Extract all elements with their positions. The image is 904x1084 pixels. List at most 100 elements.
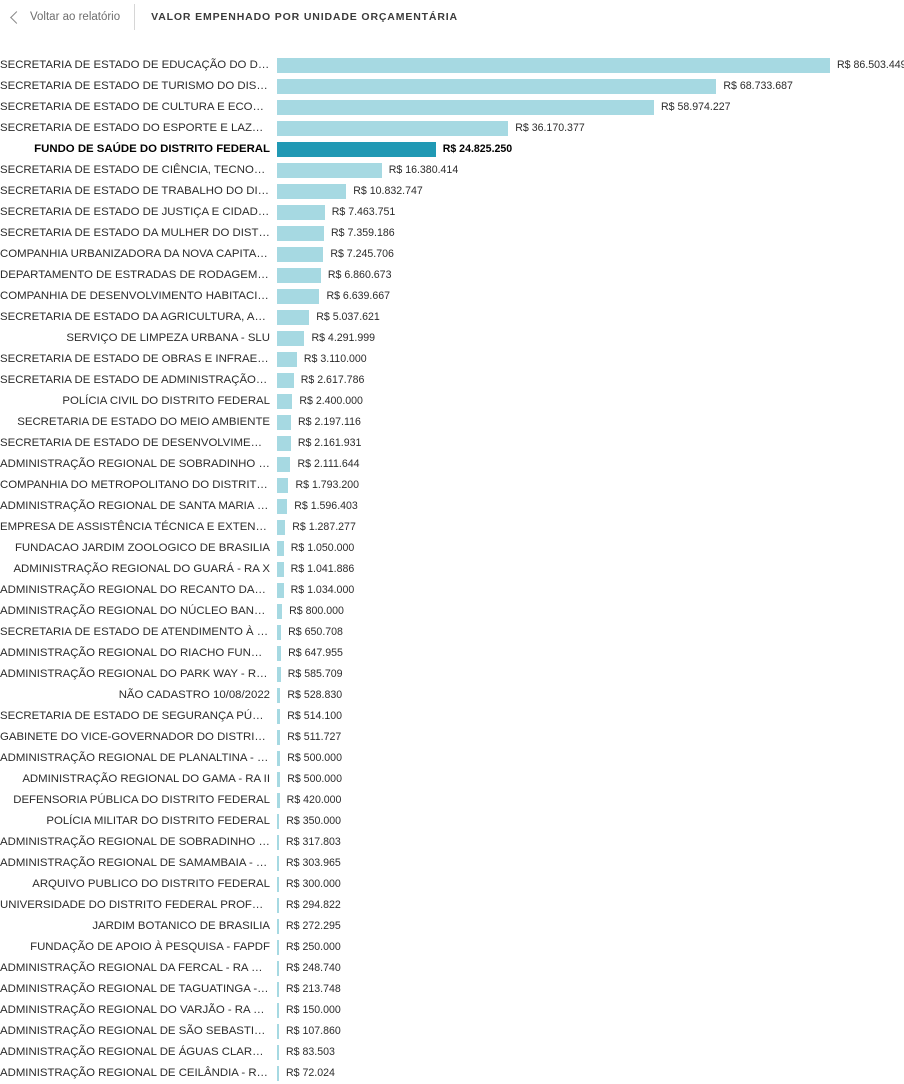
bar[interactable] [277,226,325,241]
bar[interactable] [277,1024,279,1039]
bar-row[interactable]: DEFENSORIA PÚBLICA DO DISTRITO FEDERAL R$… [0,790,904,811]
bar[interactable] [277,499,288,514]
bar[interactable] [277,751,281,766]
bar[interactable] [277,604,283,619]
bar[interactable] [277,856,279,871]
bar-row[interactable]: SECRETARIA DE ESTADO DE TURISMO DO DISTR… [0,76,904,97]
bar-row[interactable]: EMPRESA DE ASSISTÊNCIA TÉCNICA E EXTENSÃ… [0,517,904,538]
bar[interactable] [277,1045,279,1060]
bar-row[interactable]: SECRETARIA DE ESTADO DE ADMINISTRAÇÃO PE… [0,370,904,391]
bar-row[interactable]: ADMINISTRAÇÃO REGIONAL DE SOBRADINHO - R… [0,454,904,475]
bar[interactable] [277,268,321,283]
bar-row[interactable]: SECRETARIA DE ESTADO DE OBRAS E INFRAEST… [0,349,904,370]
bar[interactable] [277,919,279,934]
bar-row[interactable]: SECRETARIA DE ESTADO DO ESPORTE E LAZER … [0,118,904,139]
bar-row[interactable]: SECRETARIA DE ESTADO DE TRABALHO DO DIST… [0,181,904,202]
bar-row[interactable]: ADMINISTRAÇÃO REGIONAL DO GUARÁ - RA X R$… [0,559,904,580]
bar-row[interactable]: JARDIM BOTANICO DE BRASILIA R$ 272.295 [0,916,904,937]
bar[interactable] [277,373,294,388]
bar-row[interactable]: ADMINISTRAÇÃO REGIONAL DA FERCAL - RA XX… [0,958,904,979]
bar[interactable] [277,184,347,199]
bar[interactable] [277,835,280,850]
bar-row[interactable]: COMPANHIA DO METROPOLITANO DO DISTRITO F… [0,475,904,496]
bar-row[interactable]: ADMINISTRAÇÃO REGIONAL DO RIACHO FUNDO I… [0,643,904,664]
bar[interactable] [277,688,281,703]
bar[interactable] [277,562,284,577]
bar-row[interactable]: ADMINISTRAÇÃO REGIONAL DO NÚCLEO BANDEI R… [0,601,904,622]
bar-row[interactable]: SECRETARIA DE ESTADO DE EDUCAÇÃO DO DIST… [0,55,904,76]
bar-row[interactable]: SECRETARIA DE ESTADO DO MEIO AMBIENTE R$ … [0,412,904,433]
bar-row[interactable]: COMPANHIA URBANIZADORA DA NOVA CAPITAL D… [0,244,904,265]
bar[interactable] [277,79,717,94]
bar[interactable] [277,58,830,73]
bar[interactable] [277,541,284,556]
bar[interactable] [277,247,324,262]
bar[interactable] [277,667,281,682]
bar-row[interactable]: DEPARTAMENTO DE ESTRADAS DE RODAGEM - DE… [0,265,904,286]
bar[interactable] [277,1003,279,1018]
bar[interactable] [277,478,289,493]
bar[interactable] [277,520,286,535]
bar[interactable] [277,289,320,304]
bar-row[interactable]: SECRETARIA DE ESTADO DE SEGURANÇA PÚBLIC… [0,706,904,727]
bar[interactable] [277,877,279,892]
bar[interactable] [277,394,293,409]
bar[interactable] [277,436,291,451]
bar[interactable] [277,814,280,829]
bar[interactable] [277,772,281,787]
bar[interactable] [277,898,279,913]
bar-row[interactable]: ADMINISTRAÇÃO REGIONAL DE TAGUATINGA - R… [0,979,904,1000]
bar-row[interactable]: ADMINISTRAÇÃO REGIONAL DO RECANTO DAS EM… [0,580,904,601]
bar[interactable] [277,1066,279,1081]
bar-row[interactable]: ADMINISTRAÇÃO REGIONAL DE SOBRADINHO II … [0,832,904,853]
bar-row[interactable]: FUNDAÇÃO DE APOIO À PESQUISA - FAPDF R$ 2… [0,937,904,958]
bar[interactable] [277,961,279,976]
bar-row[interactable]: ADMINISTRAÇÃO REGIONAL DE PLANALTINA - R… [0,748,904,769]
bar-row[interactable]: ADMINISTRAÇÃO REGIONAL DE ÁGUAS CLARAS -… [0,1042,904,1063]
bar-row[interactable]: UNIVERSIDADE DO DISTRITO FEDERAL PROFESS… [0,895,904,916]
bar-row[interactable]: FUNDO DE SAÚDE DO DISTRITO FEDERAL R$ 24.… [0,139,904,160]
bar-row[interactable]: FUNDACAO JARDIM ZOOLOGICO DE BRASILIA R$ … [0,538,904,559]
bar-row[interactable]: ADMINISTRAÇÃO REGIONAL DO GAMA - RA II R$… [0,769,904,790]
bar[interactable] [277,625,282,640]
bar-row[interactable]: POLÍCIA CIVIL DO DISTRITO FEDERAL R$ 2.40… [0,391,904,412]
back-to-report-button[interactable]: Voltar ao relatório [10,0,134,34]
bar-row[interactable]: COMPANHIA DE DESENVOLVIMENTO HABITACIONA… [0,286,904,307]
bar-row[interactable]: SECRETARIA DE ESTADO DA AGRICULTURA, ABA… [0,307,904,328]
bar[interactable] [277,646,282,661]
bar-row[interactable]: NÃO CADASTRO 10/08/2022 R$ 528.830 [0,685,904,706]
bar-row[interactable]: ADMINISTRAÇÃO REGIONAL DO VARJÃO - RA XX… [0,1000,904,1021]
bar[interactable] [277,310,310,325]
bar[interactable] [277,163,382,178]
bar-row[interactable]: SECRETARIA DE ESTADO DE ATENDIMENTO À CO… [0,622,904,643]
bar-row[interactable]: SECRETARIA DE ESTADO DE CULTURA E ECONOM… [0,97,904,118]
bar[interactable] [277,100,654,115]
bar[interactable] [277,730,281,745]
bar-row[interactable]: SECRETARIA DE ESTADO DE JUSTIÇA E CIDADA… [0,202,904,223]
bar-row[interactable]: SERVIÇO DE LIMPEZA URBANA - SLU R$ 4.291.… [0,328,904,349]
bar[interactable] [277,205,325,220]
bar[interactable] [277,331,305,346]
bar[interactable] [277,415,292,430]
bar[interactable] [277,121,509,136]
bar[interactable] [277,457,291,472]
bar[interactable] [277,793,280,808]
bar-row[interactable]: ADMINISTRAÇÃO REGIONAL DE SANTA MARIA - … [0,496,904,517]
bar[interactable] [277,982,279,997]
bar-row[interactable]: POLÍCIA MILITAR DO DISTRITO FEDERAL R$ 35… [0,811,904,832]
bar-row[interactable]: GABINETE DO VICE-GOVERNADOR DO DISTRITO … [0,727,904,748]
bar-row[interactable]: SECRETARIA DE ESTADO DE DESENVOLVIMENTO … [0,433,904,454]
bar[interactable] [277,940,279,955]
bar-row[interactable]: ADMINISTRAÇÃO REGIONAL DE SÃO SEBASTIÃO … [0,1021,904,1042]
bar-row[interactable]: ADMINISTRAÇÃO REGIONAL DO PARK WAY - RA … [0,664,904,685]
bar-row[interactable]: ARQUIVO PUBLICO DO DISTRITO FEDERAL R$ 30… [0,874,904,895]
bar[interactable] [277,142,436,157]
bar[interactable] [277,352,297,367]
bar[interactable] [277,583,284,598]
bar-row[interactable]: ADMINISTRAÇÃO REGIONAL DE SAMAMBAIA - RA… [0,853,904,874]
bar-category-label: ADMINISTRAÇÃO REGIONAL DE CEILÂNDIA - RA… [0,1067,277,1079]
bar-row[interactable]: SECRETARIA DE ESTADO DA MULHER DO DISTRI… [0,223,904,244]
bar-row[interactable]: SECRETARIA DE ESTADO DE CIÊNCIA, TECNOLO… [0,160,904,181]
bar[interactable] [277,709,281,724]
bar-row[interactable]: ADMINISTRAÇÃO REGIONAL DE CEILÂNDIA - RA… [0,1063,904,1084]
